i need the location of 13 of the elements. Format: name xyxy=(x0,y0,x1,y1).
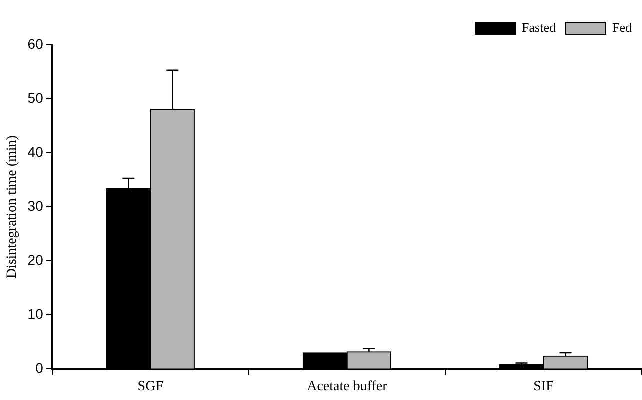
legend-label: Fasted xyxy=(522,20,556,35)
x-tick-label: Acetate buffer xyxy=(307,379,388,394)
y-tick-label: 10 xyxy=(28,306,44,322)
y-tick-label: 30 xyxy=(28,198,44,214)
x-tick-label: SIF xyxy=(534,379,554,394)
y-tick-label: 60 xyxy=(28,36,44,52)
y-tick-label: 20 xyxy=(28,252,44,268)
x-tick-label: SGF xyxy=(138,379,164,394)
legend-label: Fed xyxy=(612,20,632,35)
y-axis-title: Disintegration time (min) xyxy=(5,135,20,279)
y-tick-label: 50 xyxy=(28,90,44,106)
y-tick-label: 0 xyxy=(36,360,44,376)
y-tick-label: 40 xyxy=(28,144,44,160)
